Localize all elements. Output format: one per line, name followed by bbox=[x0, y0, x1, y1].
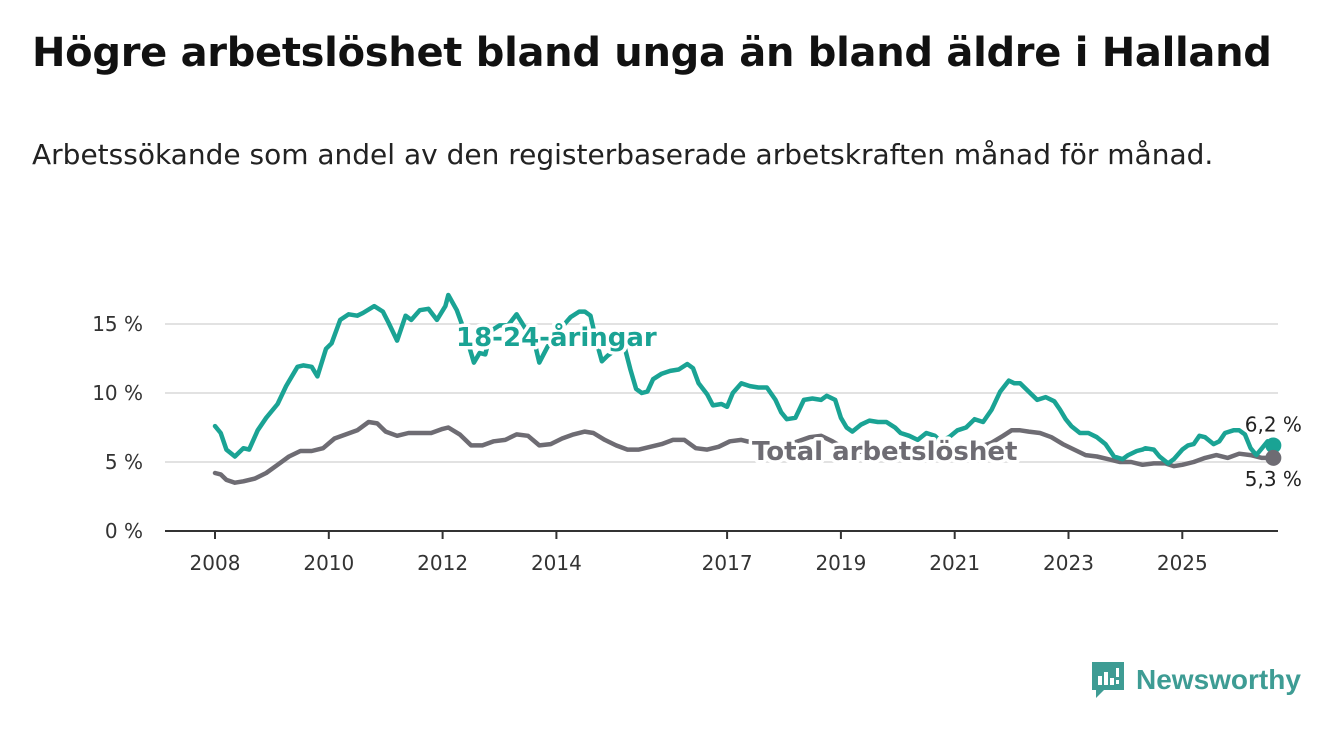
series-line-total bbox=[212, 419, 1276, 485]
end-marker-total bbox=[1265, 449, 1282, 466]
y-tick-label: 0 % bbox=[105, 519, 143, 543]
brand-name: Newsworthy bbox=[1136, 664, 1301, 695]
series-label-total: Total arbetslöshet bbox=[752, 437, 1017, 467]
x-tick-label: 2019 bbox=[815, 551, 866, 575]
y-tick-label: 15 % bbox=[92, 312, 143, 336]
bar-chart-icon bbox=[1092, 662, 1124, 698]
x-tick-label: 2008 bbox=[190, 551, 241, 575]
y-tick-label: 10 % bbox=[92, 381, 143, 405]
x-tick-label: 2023 bbox=[1043, 551, 1094, 575]
x-tick-label: 2021 bbox=[929, 551, 980, 575]
x-tick-label: 2017 bbox=[702, 551, 753, 575]
axes: 0 % 5 % 10 % 15 % 2008 2010 2012 2014 2017 2019 20… bbox=[92, 312, 1278, 575]
series-lines bbox=[212, 292, 1282, 485]
x-tick-label: 2010 bbox=[303, 551, 354, 575]
chart-title: Högre arbetslöshet bland unga än bland ä… bbox=[32, 30, 1272, 76]
newsworthy-logo: Newsworthy bbox=[1090, 660, 1301, 700]
end-label-total: 5,3 % bbox=[1245, 467, 1302, 491]
x-tick-label: 2014 bbox=[531, 551, 582, 575]
y-tick-label: 5 % bbox=[105, 450, 143, 474]
gridlines bbox=[165, 323, 1278, 463]
x-tick-label: 2012 bbox=[417, 551, 468, 575]
series-label-youth: 18-24-åringar bbox=[456, 321, 657, 353]
end-label-youth: 6,2 % bbox=[1245, 412, 1302, 436]
chart-subtitle: Arbetssökande som andel av den registerb… bbox=[32, 138, 1214, 171]
series-line-youth bbox=[212, 292, 1276, 466]
x-tick-label: 2025 bbox=[1157, 551, 1208, 575]
series-labels: 6,2 % 5,3 % 18-24-åringar Total arbetslöshe… bbox=[453, 318, 1302, 491]
end-marker-youth bbox=[1265, 437, 1282, 454]
